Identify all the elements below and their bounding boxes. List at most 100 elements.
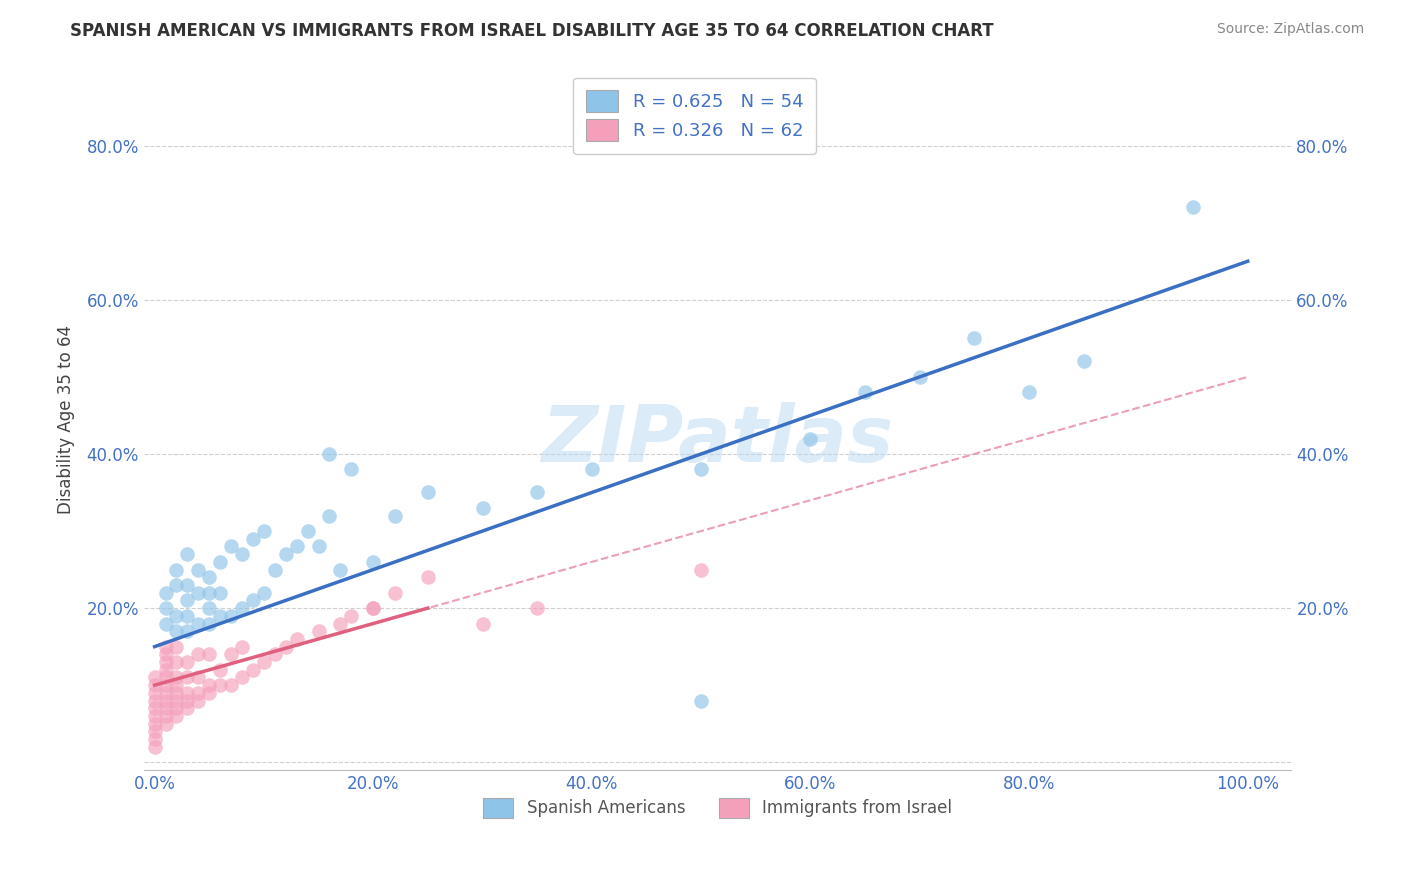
Point [187,648,209,662]
Point [340,462,363,476]
Point [526,601,548,615]
Point [155,716,177,731]
Point [143,724,166,739]
Point [155,709,177,723]
Point [1018,385,1040,400]
Point [242,663,264,677]
Text: SPANISH AMERICAN VS IMMIGRANTS FROM ISRAEL DISABILITY AGE 35 TO 64 CORRELATION C: SPANISH AMERICAN VS IMMIGRANTS FROM ISRA… [70,22,994,40]
Point [526,485,548,500]
Point [297,524,319,538]
Point [176,655,198,669]
Point [176,693,198,707]
Point [361,601,384,615]
Y-axis label: Disability Age 35 to 64: Disability Age 35 to 64 [58,325,75,514]
Point [384,585,406,599]
Point [176,547,198,561]
Point [176,671,198,685]
Point [908,369,931,384]
Point [187,616,209,631]
Point [253,524,276,538]
Point [361,555,384,569]
Point [384,508,406,523]
Point [155,616,177,631]
Point [242,532,264,546]
Point [165,701,187,715]
Point [471,500,494,515]
Point [209,663,232,677]
Point [690,462,713,476]
Point [198,616,221,631]
Text: Source: ZipAtlas.com: Source: ZipAtlas.com [1216,22,1364,37]
Point [155,640,177,654]
Point [329,563,352,577]
Point [155,701,177,715]
Point [318,447,340,461]
Point [416,485,439,500]
Point [209,555,232,569]
Point [155,686,177,700]
Point [165,693,187,707]
Point [253,655,276,669]
Point [187,563,209,577]
Point [219,678,242,692]
Point [165,640,187,654]
Point [231,671,253,685]
Point [231,601,253,615]
Point [143,686,166,700]
Point [143,678,166,692]
Point [198,601,221,615]
Point [340,608,363,623]
Point [274,640,297,654]
Point [165,678,187,692]
Point [253,585,276,599]
Point [176,686,198,700]
Point [198,585,221,599]
Point [176,593,198,607]
Point [187,671,209,685]
Text: ZIPatlas: ZIPatlas [541,402,894,478]
Point [219,608,242,623]
Point [471,616,494,631]
Point [187,686,209,700]
Legend: Spanish Americans, Immigrants from Israel: Spanish Americans, Immigrants from Israe… [477,791,959,825]
Point [274,547,297,561]
Point [176,701,198,715]
Point [155,655,177,669]
Point [165,624,187,639]
Point [165,709,187,723]
Point [209,585,232,599]
Point [176,608,198,623]
Point [799,432,821,446]
Point [308,624,330,639]
Point [143,709,166,723]
Point [1073,354,1095,368]
Point [263,648,285,662]
Point [165,578,187,592]
Point [176,578,198,592]
Point [209,678,232,692]
Point [165,563,187,577]
Point [155,678,177,692]
Point [219,648,242,662]
Point [155,671,177,685]
Point [155,663,177,677]
Point [143,732,166,747]
Point [285,540,308,554]
Point [198,570,221,584]
Point [263,563,285,577]
Point [165,655,187,669]
Point [155,585,177,599]
Point [198,686,221,700]
Point [143,701,166,715]
Point [165,608,187,623]
Point [581,462,603,476]
Point [176,624,198,639]
Point [963,331,986,345]
Point [416,570,439,584]
Point [361,601,384,615]
Point [242,593,264,607]
Point [308,540,330,554]
Point [329,616,352,631]
Point [853,385,876,400]
Point [143,716,166,731]
